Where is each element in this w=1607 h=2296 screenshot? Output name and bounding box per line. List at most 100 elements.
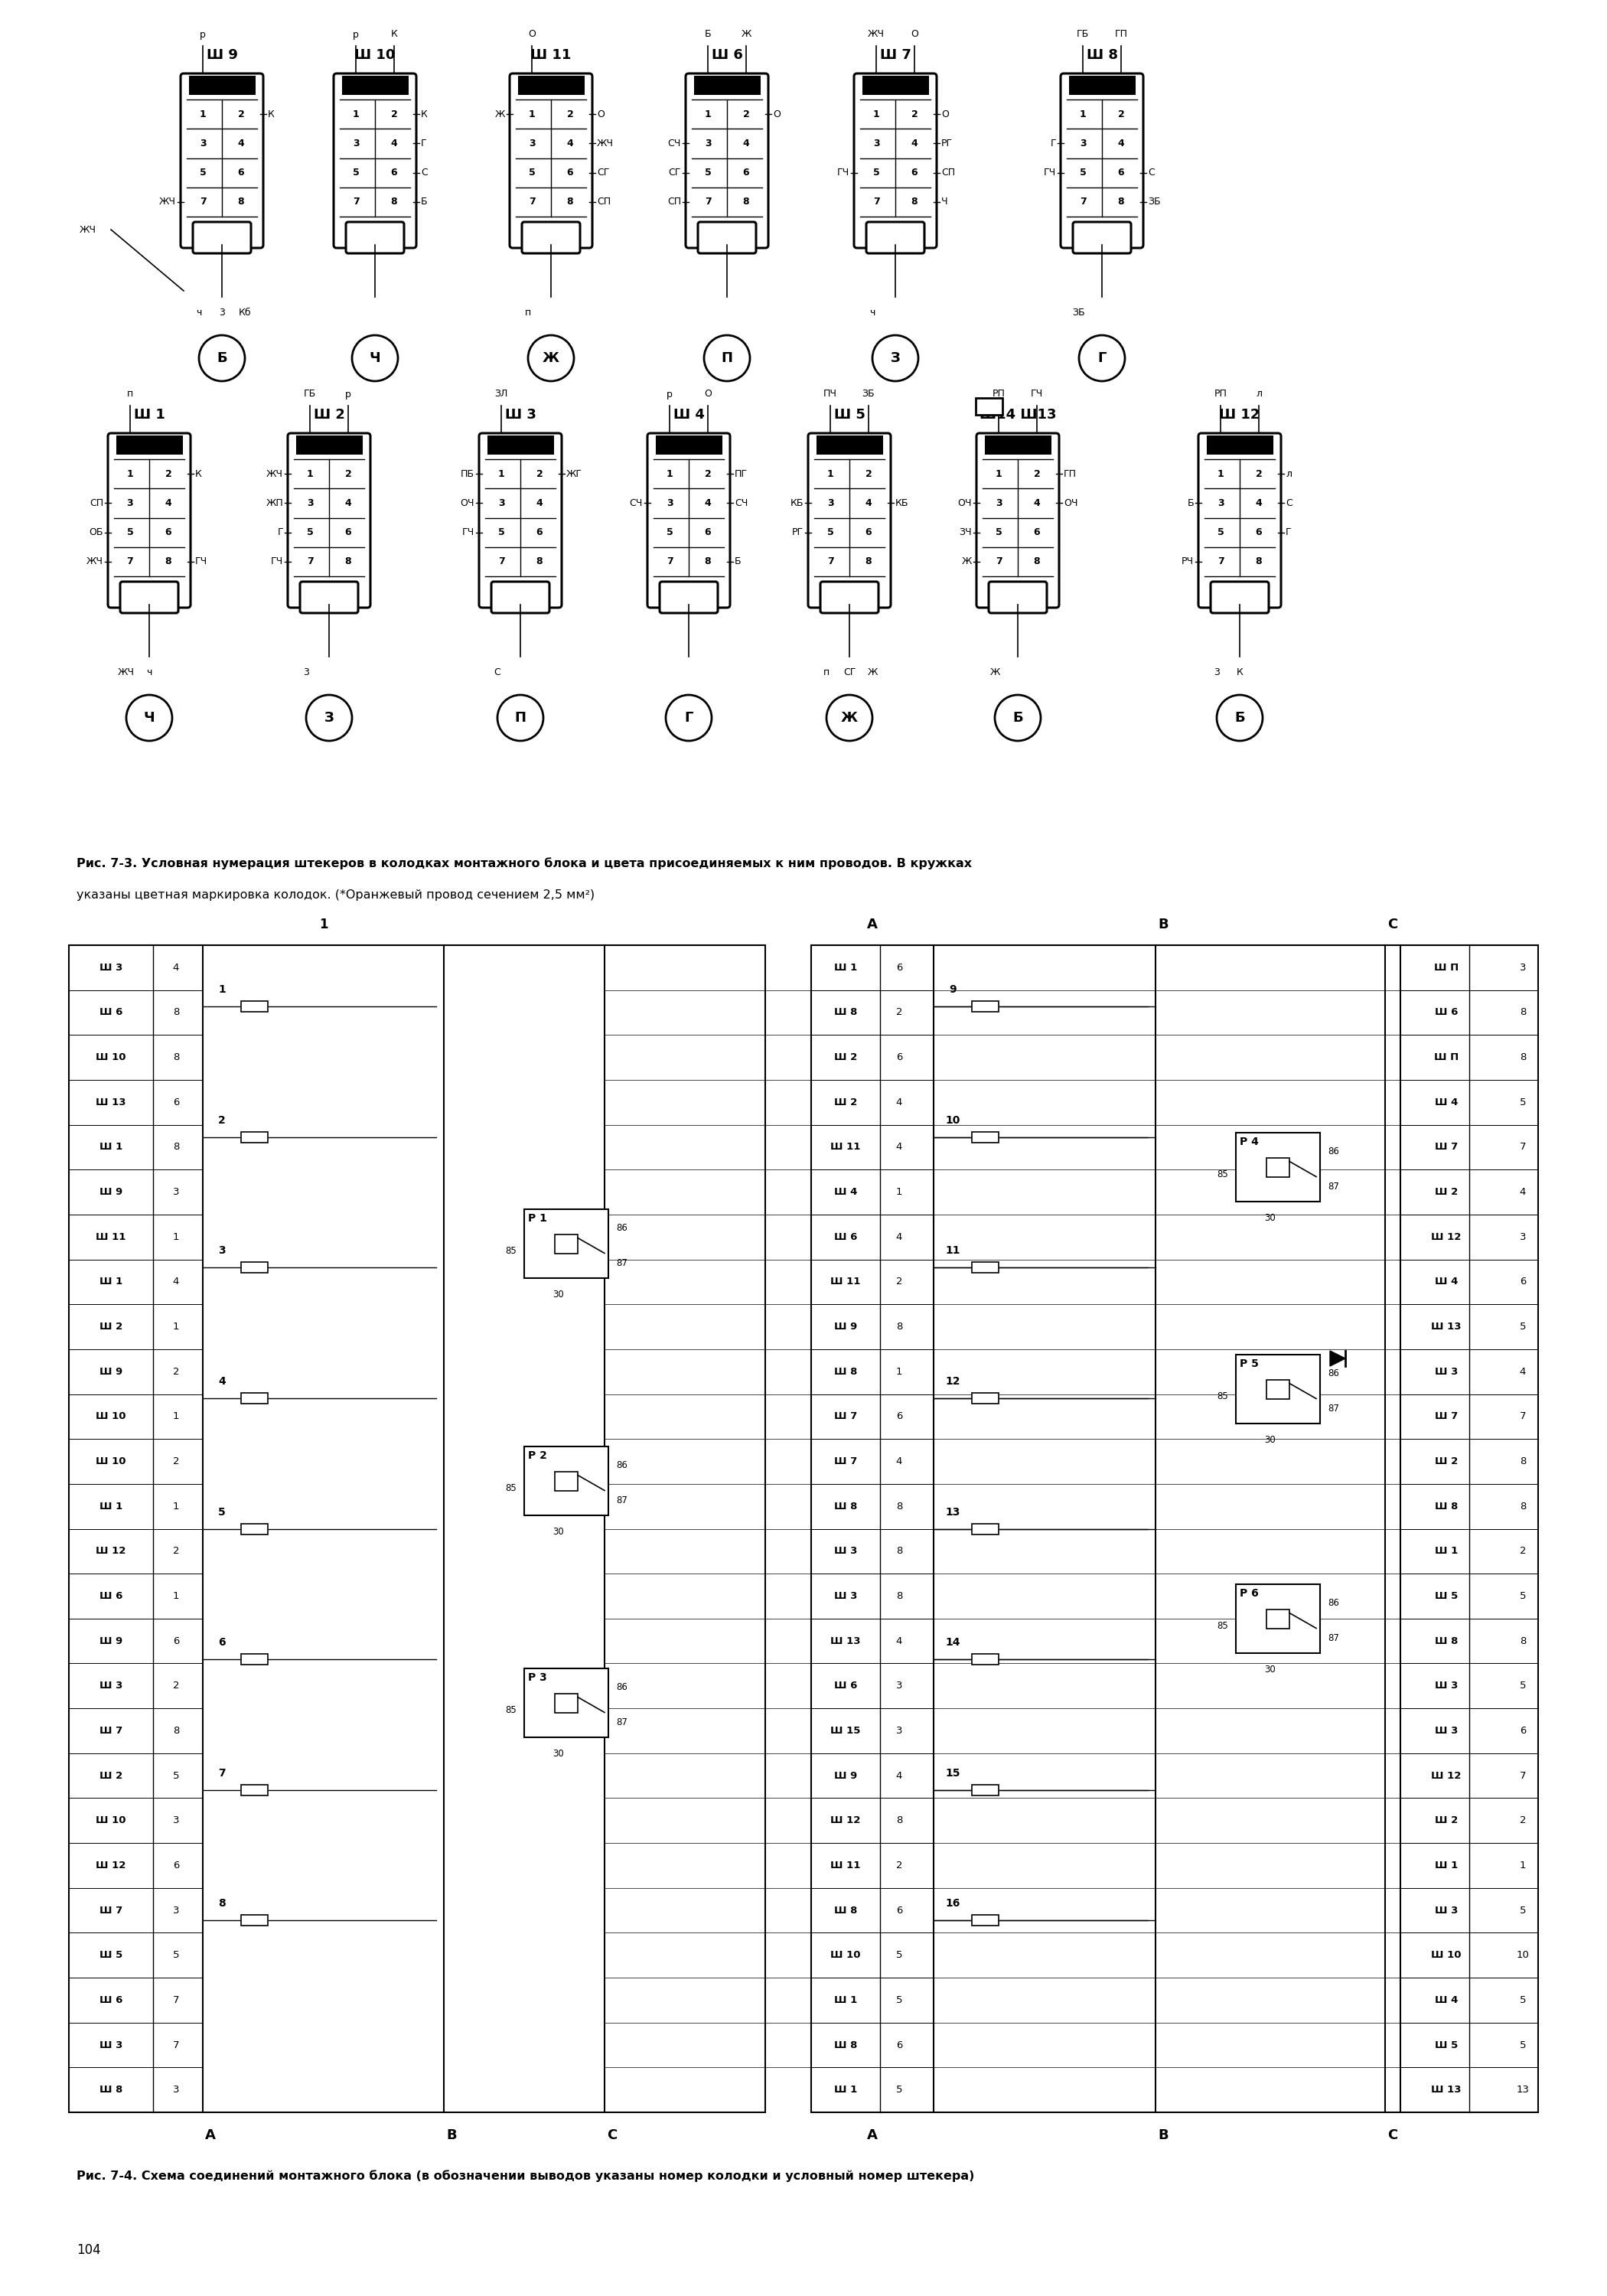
- FancyBboxPatch shape: [988, 581, 1046, 613]
- Text: 3: 3: [174, 1906, 180, 1915]
- Polygon shape: [190, 76, 254, 94]
- Text: ЖЧ: ЖЧ: [80, 225, 96, 234]
- Text: 1: 1: [667, 468, 673, 480]
- Text: Ш 8: Ш 8: [1435, 1637, 1458, 1646]
- Bar: [554, 1235, 579, 1254]
- Text: 2: 2: [897, 1277, 903, 1286]
- Text: 13: 13: [1517, 2085, 1530, 2094]
- Circle shape: [529, 335, 574, 381]
- Text: 6: 6: [174, 1860, 180, 1871]
- Text: 2: 2: [742, 110, 749, 119]
- Text: СГ: СГ: [596, 168, 609, 177]
- Text: 86: 86: [615, 1683, 627, 1692]
- Text: Ш 9: Ш 9: [100, 1366, 122, 1378]
- Text: 8: 8: [742, 197, 749, 207]
- Text: Ш 3: Ш 3: [100, 962, 122, 974]
- Text: ПЧ: ПЧ: [823, 388, 837, 400]
- FancyBboxPatch shape: [509, 73, 593, 248]
- Text: 5: 5: [199, 168, 206, 177]
- Text: п: п: [127, 388, 133, 400]
- Text: ч: ч: [196, 308, 202, 317]
- Text: 6: 6: [1255, 528, 1261, 537]
- Bar: [1266, 1380, 1289, 1398]
- Text: ГЧ: ГЧ: [270, 556, 283, 567]
- Text: 3: 3: [219, 308, 225, 317]
- Text: Ш П: Ш П: [1433, 1052, 1459, 1063]
- Polygon shape: [1070, 76, 1135, 94]
- Text: Ш 3: Ш 3: [100, 1681, 122, 1690]
- Text: 7: 7: [219, 1768, 225, 1779]
- Text: Ш 8: Ш 8: [834, 1008, 857, 1017]
- Text: ЖП: ЖП: [265, 498, 283, 507]
- Circle shape: [665, 696, 712, 742]
- Bar: [972, 1001, 998, 1013]
- Text: Ш 6: Ш 6: [834, 1681, 857, 1690]
- Text: 3: 3: [1520, 962, 1527, 974]
- Text: 8: 8: [897, 1322, 903, 1332]
- Text: 2: 2: [166, 468, 172, 480]
- Text: Ш 9: Ш 9: [100, 1187, 122, 1196]
- Text: Ш 10: Ш 10: [1432, 1949, 1461, 1961]
- FancyBboxPatch shape: [334, 73, 416, 248]
- Text: 4: 4: [391, 138, 397, 149]
- Text: 4: 4: [1118, 138, 1125, 149]
- Text: 30: 30: [1265, 1435, 1276, 1444]
- Text: 87: 87: [615, 1495, 627, 1506]
- Text: 3: 3: [667, 498, 673, 507]
- Text: Ш 10: Ш 10: [96, 1816, 125, 1825]
- Text: Ш 4: Ш 4: [834, 1187, 857, 1196]
- Text: л: л: [1255, 388, 1261, 400]
- Text: КБ: КБ: [791, 498, 804, 507]
- Text: Ш 13: Ш 13: [1432, 2085, 1461, 2094]
- Text: Ш 13: Ш 13: [831, 1637, 861, 1646]
- Text: К: К: [391, 30, 397, 39]
- Text: Ш 1: Ш 1: [100, 1277, 122, 1286]
- Text: СЧ: СЧ: [734, 498, 747, 507]
- Text: СГ: СГ: [844, 666, 855, 677]
- Text: Г: Г: [1286, 528, 1292, 537]
- Text: 10: 10: [1517, 1949, 1530, 1961]
- Text: К: К: [1236, 666, 1244, 677]
- Text: О: О: [704, 388, 712, 400]
- Text: Ш 7: Ш 7: [1435, 1141, 1458, 1153]
- Text: РП: РП: [1215, 388, 1228, 400]
- Text: 2: 2: [174, 1366, 180, 1378]
- Text: 6: 6: [238, 168, 244, 177]
- Polygon shape: [519, 76, 583, 94]
- Text: 1: 1: [219, 985, 225, 994]
- Text: 85: 85: [505, 1483, 516, 1495]
- Text: Ш 2: Ш 2: [313, 409, 344, 422]
- Polygon shape: [297, 436, 362, 452]
- Polygon shape: [818, 436, 882, 452]
- Circle shape: [352, 335, 399, 381]
- Text: 10: 10: [945, 1116, 959, 1125]
- Text: ЖЧ: ЖЧ: [868, 30, 884, 39]
- Text: Ш 8: Ш 8: [1435, 1502, 1458, 1511]
- Text: 2: 2: [1520, 1545, 1527, 1557]
- Text: A: A: [868, 2128, 877, 2142]
- Text: 6: 6: [1033, 528, 1040, 537]
- Text: Б: Б: [734, 556, 741, 567]
- Text: Ш 9: Ш 9: [206, 48, 238, 62]
- FancyBboxPatch shape: [301, 581, 358, 613]
- Bar: [975, 397, 1003, 416]
- Text: 5: 5: [1216, 528, 1225, 537]
- FancyBboxPatch shape: [853, 73, 937, 248]
- Text: 2: 2: [391, 110, 397, 119]
- Text: 104: 104: [77, 2243, 101, 2257]
- Bar: [524, 1210, 609, 1279]
- Text: Ш 10: Ш 10: [96, 1052, 125, 1063]
- Text: 5: 5: [127, 528, 133, 537]
- Text: 4: 4: [174, 962, 180, 974]
- Circle shape: [873, 335, 918, 381]
- Polygon shape: [342, 76, 407, 94]
- Text: 1: 1: [995, 468, 1003, 480]
- Text: 3: 3: [498, 498, 505, 507]
- Polygon shape: [985, 436, 1049, 452]
- FancyBboxPatch shape: [180, 73, 264, 248]
- Text: 86: 86: [1327, 1148, 1339, 1157]
- Text: 5: 5: [873, 168, 879, 177]
- Text: Р 3: Р 3: [529, 1671, 546, 1683]
- Text: Ш 8: Ш 8: [834, 1366, 857, 1378]
- Text: Ч: Ч: [143, 712, 154, 726]
